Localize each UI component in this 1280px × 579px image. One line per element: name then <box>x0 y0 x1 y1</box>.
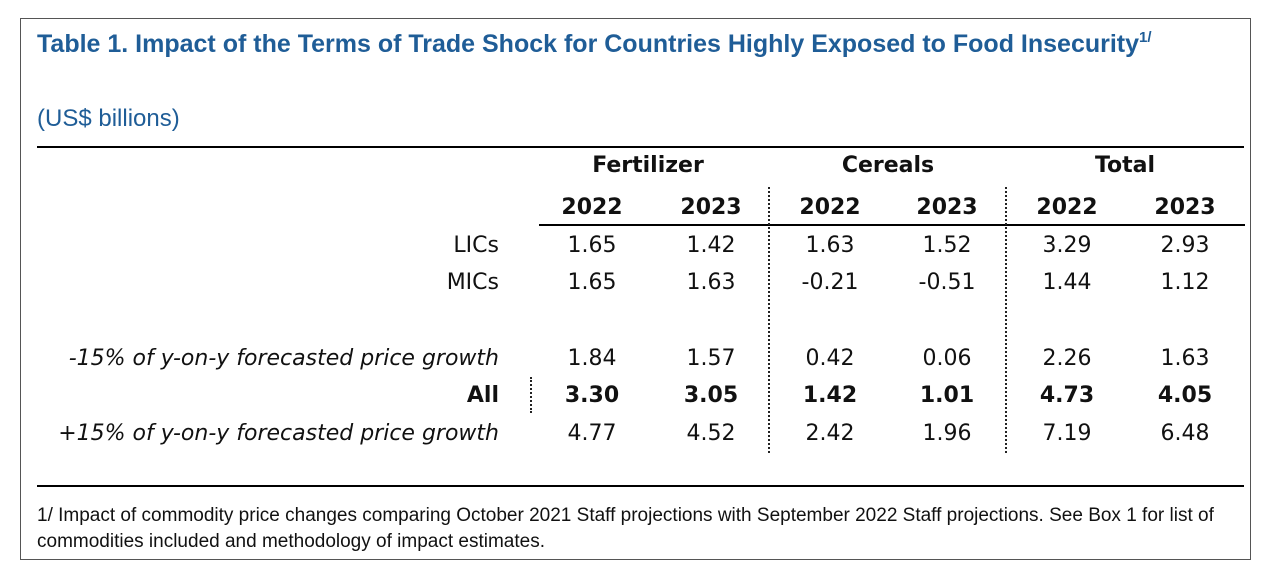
table-frame: Table 1. Impact of the Terms of Trade Sh… <box>20 18 1251 560</box>
table-subtitle: (US$ billions) <box>37 105 180 132</box>
table-cell: 1.65 <box>567 270 617 295</box>
group-header-total: Total <box>1094 153 1156 178</box>
row-label-mics: MICs <box>446 270 499 295</box>
column-separator <box>1005 187 1007 453</box>
table-cell: 1.84 <box>567 346 617 371</box>
group-header-cereals: Cereals <box>841 153 935 178</box>
row-marker-separator <box>530 377 532 413</box>
row-label-minus15: -15% of y-on-y forecasted price growth <box>68 346 499 371</box>
title-footnote-marker: 1/ <box>1139 29 1152 46</box>
table-cell: 4.77 <box>567 421 617 446</box>
table-cell: 7.19 <box>1042 421 1092 446</box>
year-header: 2022 <box>561 195 623 220</box>
table-title: Table 1. Impact of the Terms of Trade Sh… <box>37 29 1152 58</box>
table-cell: 1.12 <box>1160 270 1210 295</box>
table-cell: 0.06 <box>922 346 972 371</box>
table-cell: 1.42 <box>686 233 736 258</box>
table-cell: 3.05 <box>683 383 739 408</box>
table-cell: -0.21 <box>801 270 859 295</box>
table-cell: 1.96 <box>922 421 972 446</box>
table-cell: 1.01 <box>919 383 975 408</box>
table-cell: 4.52 <box>686 421 736 446</box>
year-header: 2023 <box>916 195 978 220</box>
table-cell: 1.57 <box>686 346 736 371</box>
table-cell: 1.63 <box>686 270 736 295</box>
table-cell: 3.29 <box>1042 233 1092 258</box>
column-separator <box>768 187 770 453</box>
table-cell: -0.51 <box>918 270 976 295</box>
year-header: 2023 <box>680 195 742 220</box>
table-cell: 6.48 <box>1160 421 1210 446</box>
table-cell: 3.30 <box>564 383 620 408</box>
table-cell: 1.42 <box>802 383 858 408</box>
row-label-lics: LICs <box>453 233 499 258</box>
table-footnote: 1/ Impact of commodity price changes com… <box>37 505 1214 552</box>
row-label-all: All <box>466 383 499 408</box>
table-cell: 0.42 <box>805 346 855 371</box>
year-header: 2023 <box>1154 195 1216 220</box>
header-underline <box>539 224 1245 226</box>
year-header: 2022 <box>1036 195 1098 220</box>
bottom-rule <box>37 485 1244 487</box>
table-cell: 2.93 <box>1160 233 1210 258</box>
table-cell: 1.63 <box>1160 346 1210 371</box>
table-cell: 2.42 <box>805 421 855 446</box>
table-cell: 2.26 <box>1042 346 1092 371</box>
row-label-plus15: +15% of y-on-y forecasted price growth <box>58 421 499 446</box>
table-cell: 1.44 <box>1042 270 1092 295</box>
group-header-fertilizer: Fertilizer <box>592 153 704 178</box>
top-rule <box>37 146 1244 148</box>
table-cell: 1.63 <box>805 233 855 258</box>
table-cell: 4.05 <box>1157 383 1213 408</box>
table-cell: 1.65 <box>567 233 617 258</box>
year-header: 2022 <box>799 195 861 220</box>
table-cell: 1.52 <box>922 233 972 258</box>
table-cell: 4.73 <box>1039 383 1095 408</box>
